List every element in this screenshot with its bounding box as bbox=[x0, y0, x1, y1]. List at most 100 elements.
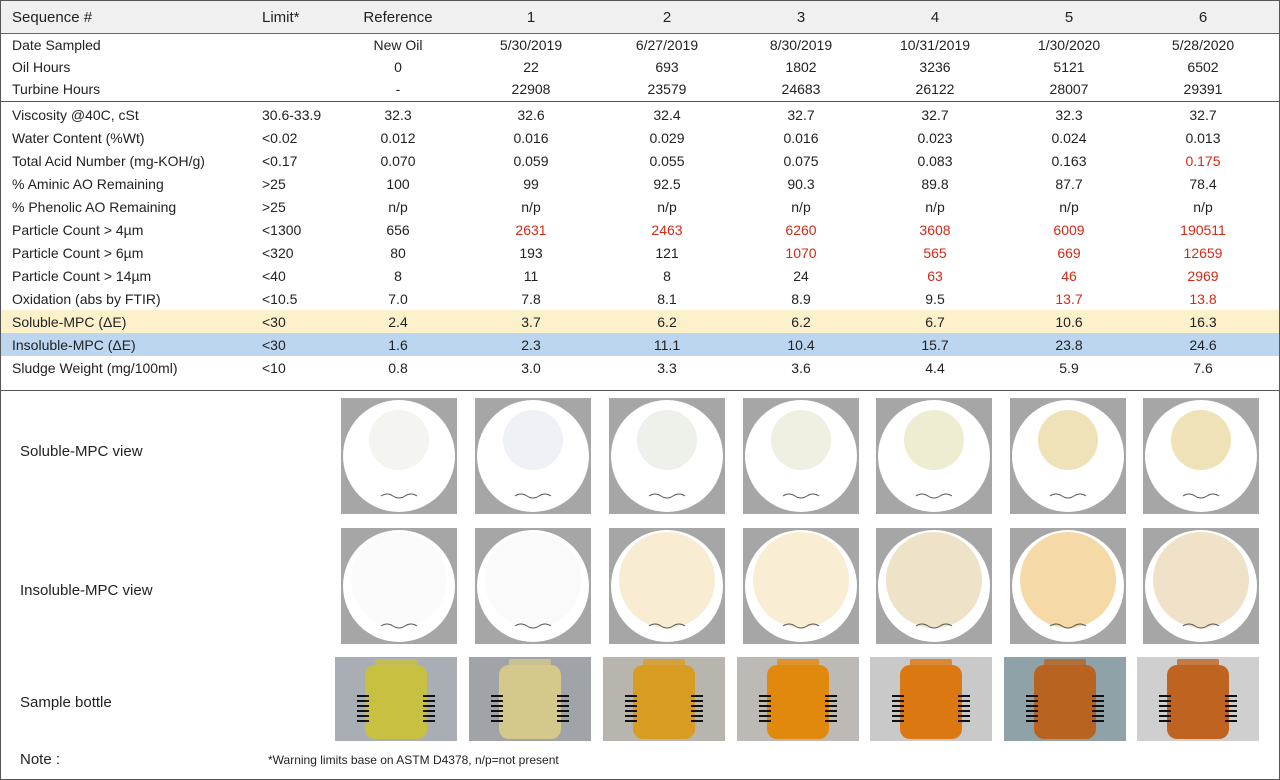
row-limit: 30.6-33.9 bbox=[262, 106, 322, 123]
table-cell: 2969 bbox=[1187, 267, 1219, 284]
table-cell: n/p bbox=[925, 198, 945, 215]
table-cell: 0.016 bbox=[783, 129, 819, 146]
row-limit: <1300 bbox=[262, 221, 302, 238]
row-label: Particle Count > 4µm bbox=[12, 221, 144, 238]
table-cell: 78.4 bbox=[1189, 175, 1217, 192]
sample-bottle-image bbox=[737, 657, 859, 741]
test-row: Water Content (%Wt) <0.02 0.012 0.016 0.029 0… bbox=[1, 126, 1279, 149]
test-row: Sludge Weight (mg/100ml) <10 0.8 3.0 3.3 3.6 4… bbox=[1, 356, 1279, 379]
table-cell: 0.023 bbox=[917, 129, 953, 146]
table-cell: 46 bbox=[1061, 267, 1077, 284]
insoluble-filter-image bbox=[1010, 528, 1126, 644]
row-limit: <40 bbox=[262, 267, 286, 284]
table-cell: 193 bbox=[519, 244, 543, 261]
table-cell: 16.3 bbox=[1189, 313, 1217, 330]
table-cell: 7.8 bbox=[521, 290, 541, 307]
row-label: Oil Hours bbox=[12, 58, 71, 75]
table-cell: 0.055 bbox=[649, 152, 685, 169]
table-cell: 23.8 bbox=[1055, 336, 1083, 353]
table-cell: 9.5 bbox=[925, 290, 945, 307]
table-cell: 8.1 bbox=[657, 290, 677, 307]
table-cell: 13.7 bbox=[1055, 290, 1083, 307]
table-cell: 32.7 bbox=[921, 106, 949, 123]
table-cell: 22 bbox=[523, 58, 539, 75]
row-limit: <10 bbox=[262, 359, 286, 376]
row-limit: >25 bbox=[262, 175, 286, 192]
sample-bottle-image bbox=[870, 657, 992, 741]
table-cell: n/p bbox=[521, 198, 541, 215]
table-cell: 0.175 bbox=[1185, 152, 1221, 169]
header-col-1: 1 bbox=[526, 8, 536, 26]
table-cell: 24 bbox=[793, 267, 809, 284]
row-label: % Phenolic AO Remaining bbox=[12, 198, 177, 215]
table-cell: 0.024 bbox=[1051, 129, 1087, 146]
table-cell: 26122 bbox=[915, 80, 955, 97]
table-cell: 99 bbox=[523, 175, 539, 192]
table-cell: 29391 bbox=[1183, 80, 1223, 97]
note-label: Note : bbox=[20, 751, 61, 768]
row-label: Water Content (%Wt) bbox=[12, 129, 145, 146]
meta-row: Turbine Hours - 22908 23579 24683 26122 28007 2… bbox=[1, 77, 1279, 100]
table-cell: 3.0 bbox=[521, 359, 541, 376]
table-cell: 0.070 bbox=[380, 152, 416, 169]
table-cell: 7.0 bbox=[388, 290, 408, 307]
header-col-reference: Reference bbox=[363, 8, 433, 26]
table-cell: 0.059 bbox=[513, 152, 549, 169]
table-cell: 5.9 bbox=[1059, 359, 1079, 376]
table-cell: 90.3 bbox=[787, 175, 815, 192]
table-cell: New Oil bbox=[373, 36, 423, 53]
test-row: Viscosity @40C, cSt 30.6-33.9 32.3 32.6 32.4… bbox=[1, 103, 1279, 126]
row-label: Soluble-MPC (ΔE) bbox=[12, 313, 127, 330]
table-cell: 15.7 bbox=[921, 336, 949, 353]
table-cell: 0 bbox=[394, 58, 402, 75]
table-cell: n/p bbox=[657, 198, 677, 215]
row-label: Particle Count > 6µm bbox=[12, 244, 144, 261]
row-label: Turbine Hours bbox=[12, 80, 101, 97]
table-cell: 1070 bbox=[785, 244, 817, 261]
table-cell: 0.013 bbox=[1185, 129, 1221, 146]
soluble-filter-image bbox=[475, 398, 591, 514]
table-cell: 5/30/2019 bbox=[499, 36, 563, 53]
meta-row: Date Sampled New Oil 5/30/2019 6/27/2019 8/3… bbox=[1, 33, 1279, 56]
table-cell: n/p bbox=[791, 198, 811, 215]
header-col-3: 3 bbox=[796, 8, 806, 26]
note-text: *Warning limits base on ASTM D4378, n/p=… bbox=[268, 753, 559, 767]
test-row: Particle Count > 14µm <40 8 11 8 24 63 46 2969 bbox=[1, 264, 1279, 287]
table-cell: 32.3 bbox=[384, 106, 412, 123]
table-cell: 100 bbox=[386, 175, 410, 192]
table-header: Sequence # Limit* Reference 1 2 3 4 5 6 bbox=[1, 1, 1279, 34]
table-cell: n/p bbox=[1059, 198, 1079, 215]
table-cell: 32.6 bbox=[517, 106, 545, 123]
row-label: Total Acid Number (mg-KOH/g) bbox=[12, 152, 205, 169]
soluble-filter-image bbox=[1143, 398, 1259, 514]
test-row: Soluble-MPC (ΔE) <30 2.4 3.7 6.2 6.2 6.7 10.6 16… bbox=[1, 310, 1279, 333]
row-label: % Aminic AO Remaining bbox=[12, 175, 164, 192]
table-cell: 3.3 bbox=[657, 359, 677, 376]
table-cell: 23579 bbox=[647, 80, 687, 97]
row-limit: <0.02 bbox=[262, 129, 298, 146]
test-row: Total Acid Number (mg-KOH/g) <0.17 0.070 0.… bbox=[1, 149, 1279, 172]
table-cell: 5121 bbox=[1053, 58, 1085, 75]
row-limit: <10.5 bbox=[262, 290, 298, 307]
table-cell: 190511 bbox=[1180, 221, 1226, 238]
table-cell: 693 bbox=[655, 58, 679, 75]
table-cell: 8/30/2019 bbox=[769, 36, 833, 53]
table-cell: 0.016 bbox=[513, 129, 549, 146]
table-cell: 11 bbox=[523, 267, 539, 284]
table-cell: 32.4 bbox=[653, 106, 681, 123]
table-cell: 11.1 bbox=[653, 336, 681, 353]
row-label: Date Sampled bbox=[12, 36, 101, 53]
sample-bottle-image bbox=[1137, 657, 1259, 741]
row-label: Oxidation (abs by FTIR) bbox=[12, 290, 161, 307]
table-cell: 6.7 bbox=[925, 313, 945, 330]
table-cell: 6260 bbox=[785, 221, 817, 238]
table-cell: 6502 bbox=[1187, 58, 1219, 75]
table-cell: 0.012 bbox=[380, 129, 416, 146]
table-cell: 0.029 bbox=[649, 129, 685, 146]
table-cell: 24.6 bbox=[1189, 336, 1217, 353]
table-cell: 10.4 bbox=[787, 336, 815, 353]
table-cell: 13.8 bbox=[1189, 290, 1217, 307]
sample-bottle-image bbox=[469, 657, 591, 741]
row-label: Sludge Weight (mg/100ml) bbox=[12, 359, 178, 376]
table-cell: 565 bbox=[923, 244, 947, 261]
